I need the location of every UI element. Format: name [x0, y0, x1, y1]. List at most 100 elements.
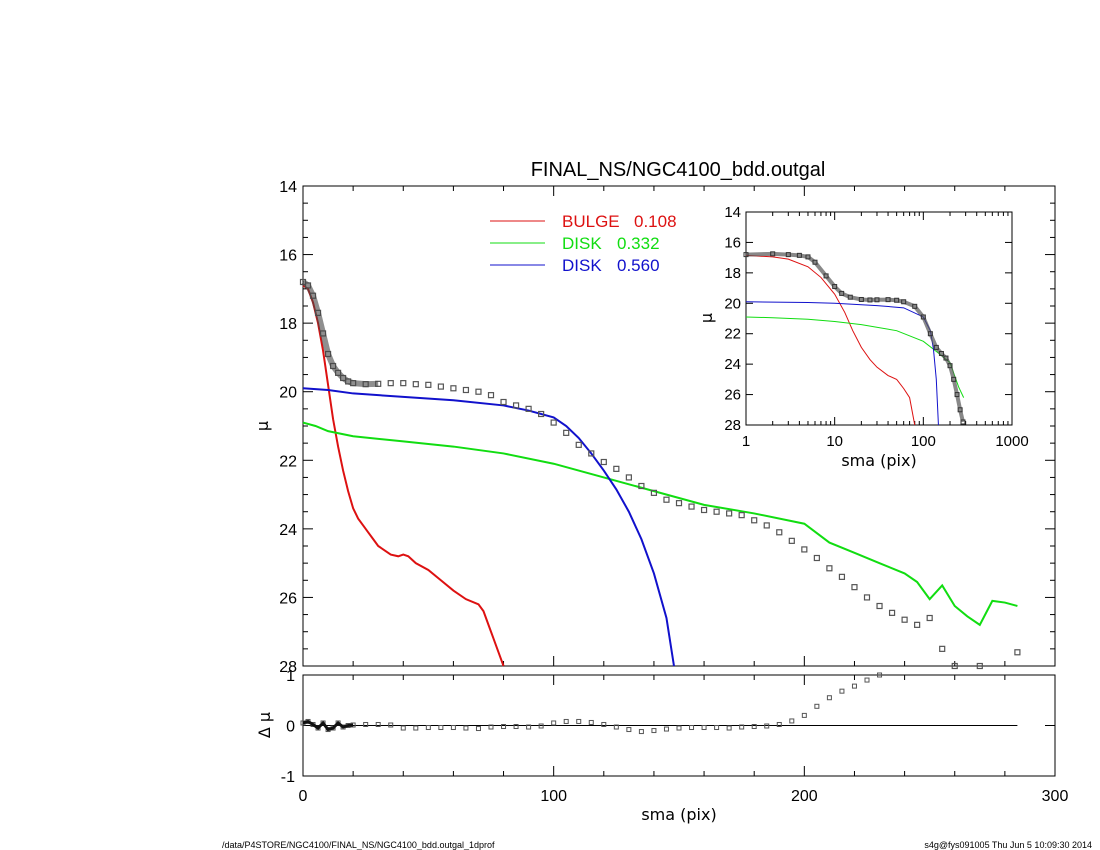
inset-data-point — [938, 350, 944, 356]
main-ticks: 14 16 18 20 22 24 26 28 — [279, 179, 1056, 676]
residual-point — [563, 718, 569, 724]
data-point-marker — [826, 565, 833, 572]
data-point-marker — [500, 398, 507, 406]
residual-point — [714, 725, 720, 731]
residual-point — [651, 728, 657, 734]
residual-point — [388, 722, 394, 728]
residual-point — [826, 695, 832, 701]
inset-data-point — [743, 252, 749, 258]
data-point-marker — [926, 614, 933, 622]
data-point-marker — [876, 602, 883, 610]
data-point-marker — [625, 474, 632, 481]
residual-point — [801, 712, 807, 718]
inset-data-point — [858, 296, 864, 302]
residual-x-tick-label: 0 — [299, 788, 308, 805]
data-profile-dense — [301, 279, 379, 388]
inset-series — [743, 251, 966, 426]
inset-ticks: 14 16 18 20 22 24 26 281 10 100 1000 — [724, 204, 1028, 450]
main-series — [299, 278, 1021, 670]
data-point-marker — [675, 500, 683, 507]
residual-point — [814, 703, 820, 709]
series-line-0 — [302, 284, 505, 667]
main-y-tick-label: 26 — [279, 590, 297, 607]
residual-point — [751, 724, 757, 730]
data-point-marker — [1014, 649, 1021, 656]
residual-point — [400, 725, 406, 731]
data-point-marker — [951, 662, 958, 670]
data-point-marker — [563, 429, 570, 436]
residual-point — [613, 724, 619, 730]
residual-point — [726, 725, 732, 731]
legend-value: 0.332 — [617, 234, 660, 253]
residual-point — [877, 672, 883, 678]
main-y-tick-label: 16 — [279, 248, 297, 265]
data-point-marker — [851, 584, 858, 591]
data-point-marker — [888, 609, 896, 616]
residual-point — [626, 727, 632, 733]
inset-series-line-0 — [745, 254, 916, 426]
residual-y-tick-label: 1 — [286, 668, 295, 685]
legend-value: 0.560 — [617, 256, 660, 275]
inset-data-point — [832, 284, 838, 290]
residual-point — [739, 724, 745, 730]
residual-point — [776, 721, 782, 727]
inset-data-point — [805, 254, 811, 260]
residual-y-tick-label: 0 — [286, 719, 295, 736]
data-point-marker — [863, 594, 871, 601]
inset-y-tick-label: 16 — [724, 234, 741, 251]
main-plot-panel: 14 16 18 20 22 24 26 28 μ BULGE 0.108 DISK 0.332 DI… — [253, 179, 1056, 676]
residual-point — [513, 724, 519, 730]
residual-point — [551, 720, 557, 726]
main-y-tick-label: 24 — [279, 522, 297, 539]
inset-data-point — [933, 344, 939, 350]
data-point-marker — [788, 537, 795, 544]
residual-point — [463, 725, 469, 731]
series-line-1 — [302, 421, 1018, 627]
inset-data-point — [957, 407, 963, 413]
main-y-tick-label: 28 — [279, 659, 297, 676]
residual-point — [501, 724, 507, 730]
residual-x-tick-label: 100 — [540, 788, 567, 805]
inset-x-tick-label: 1000 — [995, 433, 1028, 450]
residual-point — [789, 718, 795, 724]
inset-series-line-2 — [745, 301, 939, 426]
data-point-marker — [726, 510, 733, 517]
data-point-marker — [713, 508, 720, 515]
data-point-marker — [738, 512, 745, 519]
residual-point — [601, 721, 607, 727]
data-point-marker — [650, 489, 658, 496]
main-y-tick-label: 14 — [279, 179, 297, 196]
data-point-marker — [700, 506, 708, 514]
residual-point — [689, 725, 695, 731]
inset-y-tick-label: 22 — [724, 326, 741, 343]
residual-point — [526, 724, 532, 730]
residual-point — [676, 725, 682, 731]
inset-data-point — [960, 419, 966, 425]
data-point-marker — [475, 388, 482, 395]
inset-y-tick-label: 28 — [724, 417, 741, 434]
footer-timestamp: s4g@fys091005 Thu Jun 5 10:09:30 2014 — [924, 840, 1092, 850]
inset-data-point — [867, 297, 873, 303]
data-point-marker — [512, 402, 520, 409]
residual-dense-band — [302, 719, 354, 732]
residual-point — [663, 726, 669, 732]
residual-point — [864, 677, 870, 683]
residual-x-tick-label: 200 — [791, 788, 818, 805]
data-point-marker — [688, 503, 695, 510]
residual-point — [851, 683, 857, 689]
residual-point — [638, 729, 644, 735]
data-point-marker — [600, 458, 607, 466]
inset-y-tick-label: 20 — [724, 295, 741, 312]
inset-data-point — [947, 363, 953, 369]
residual-point — [450, 725, 456, 731]
data-point-marker — [976, 662, 983, 670]
inset-x-label: sma (pix) — [841, 451, 916, 470]
inset-data-point — [847, 294, 853, 300]
data-point-marker — [776, 529, 783, 536]
data-point-marker — [588, 450, 595, 457]
inset-y-tick-label: 24 — [724, 356, 741, 373]
inset-data-point — [874, 297, 880, 303]
residual-point — [425, 725, 431, 731]
